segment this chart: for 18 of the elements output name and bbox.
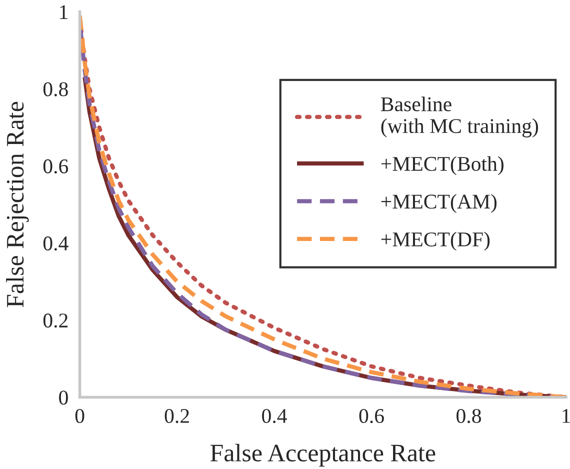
legend-label: Baseline (with MC training) [380, 96, 538, 138]
x-tick-label: 0.4 [262, 408, 287, 424]
y-tick-label: 0.8 [43, 82, 68, 96]
x-tick-label: 0.6 [359, 408, 384, 424]
legend-label: +MECT(DF) [381, 232, 490, 251]
x-tick-label: 0.8 [456, 408, 481, 424]
y-tick-label: 0.6 [43, 159, 68, 174]
legend-label: +MECT(AM) [381, 194, 497, 213]
x-tick-label: 0 [75, 408, 84, 424]
y-tick-label: 0.2 [43, 314, 68, 328]
legend-label: +MECT(Both) [381, 156, 504, 176]
x-tick-label: 0.2 [164, 408, 189, 424]
y-tick-label: 0.4 [43, 236, 68, 251]
y-axis-title: False Rejection Rate [6, 102, 29, 308]
y-tick-label: 1 [60, 5, 68, 19]
x-tick-label: 1 [562, 409, 570, 423]
y-tick-label: 0 [59, 390, 68, 405]
x-axis-title: False Acceptance Rate [210, 444, 436, 467]
